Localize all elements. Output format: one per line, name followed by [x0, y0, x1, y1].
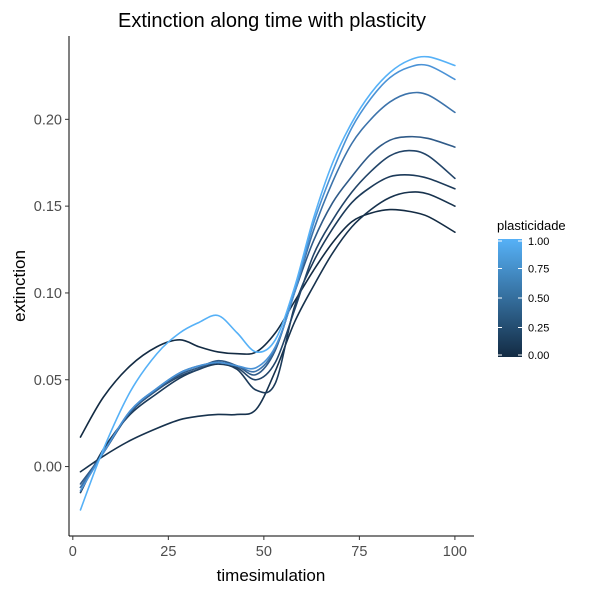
y-tick-label: 0.10 [34, 286, 62, 302]
legend-tick-label: 0.75 [528, 264, 549, 276]
series-layer [79, 55, 456, 511]
series-line-0 [79, 208, 456, 438]
series-line-7 [79, 55, 456, 511]
series-line-6 [79, 63, 456, 492]
legend-tick-label: 0.00 [528, 350, 549, 362]
y-tick-label: 0.00 [34, 460, 62, 476]
legend-tick-label: 0.50 [528, 293, 549, 305]
x-tick-label: 50 [256, 544, 272, 560]
x-tick-label: 100 [443, 544, 467, 560]
series-line-4 [79, 135, 456, 485]
legend-title: plasticidade [497, 218, 566, 233]
legend-tick-label: 0.25 [528, 323, 549, 335]
y-tick-label: 0.05 [34, 373, 62, 389]
legend-tick-label: 1.00 [528, 236, 549, 248]
legend: plasticidade 0.00 0.25 0.50 0.75 1.00 [497, 218, 566, 362]
y-axis-ticks: 0.00 0.05 0.10 0.15 0.20 [34, 112, 69, 476]
series-line-1 [79, 191, 456, 473]
x-axis-ticks: 0 25 50 75 100 [69, 536, 467, 560]
legend-ticks: 0.00 0.25 0.50 0.75 1.00 [498, 236, 549, 362]
y-axis-title: extinction [10, 250, 29, 322]
x-tick-label: 0 [69, 544, 77, 560]
series-line-2 [79, 173, 456, 494]
y-tick-label: 0.15 [34, 199, 62, 215]
chart-title: Extinction along time with plasticity [118, 10, 426, 32]
x-tick-label: 75 [351, 544, 367, 560]
y-tick-label: 0.20 [34, 112, 62, 128]
x-tick-label: 25 [160, 544, 176, 560]
x-axis-title: timesimulation [217, 566, 326, 585]
